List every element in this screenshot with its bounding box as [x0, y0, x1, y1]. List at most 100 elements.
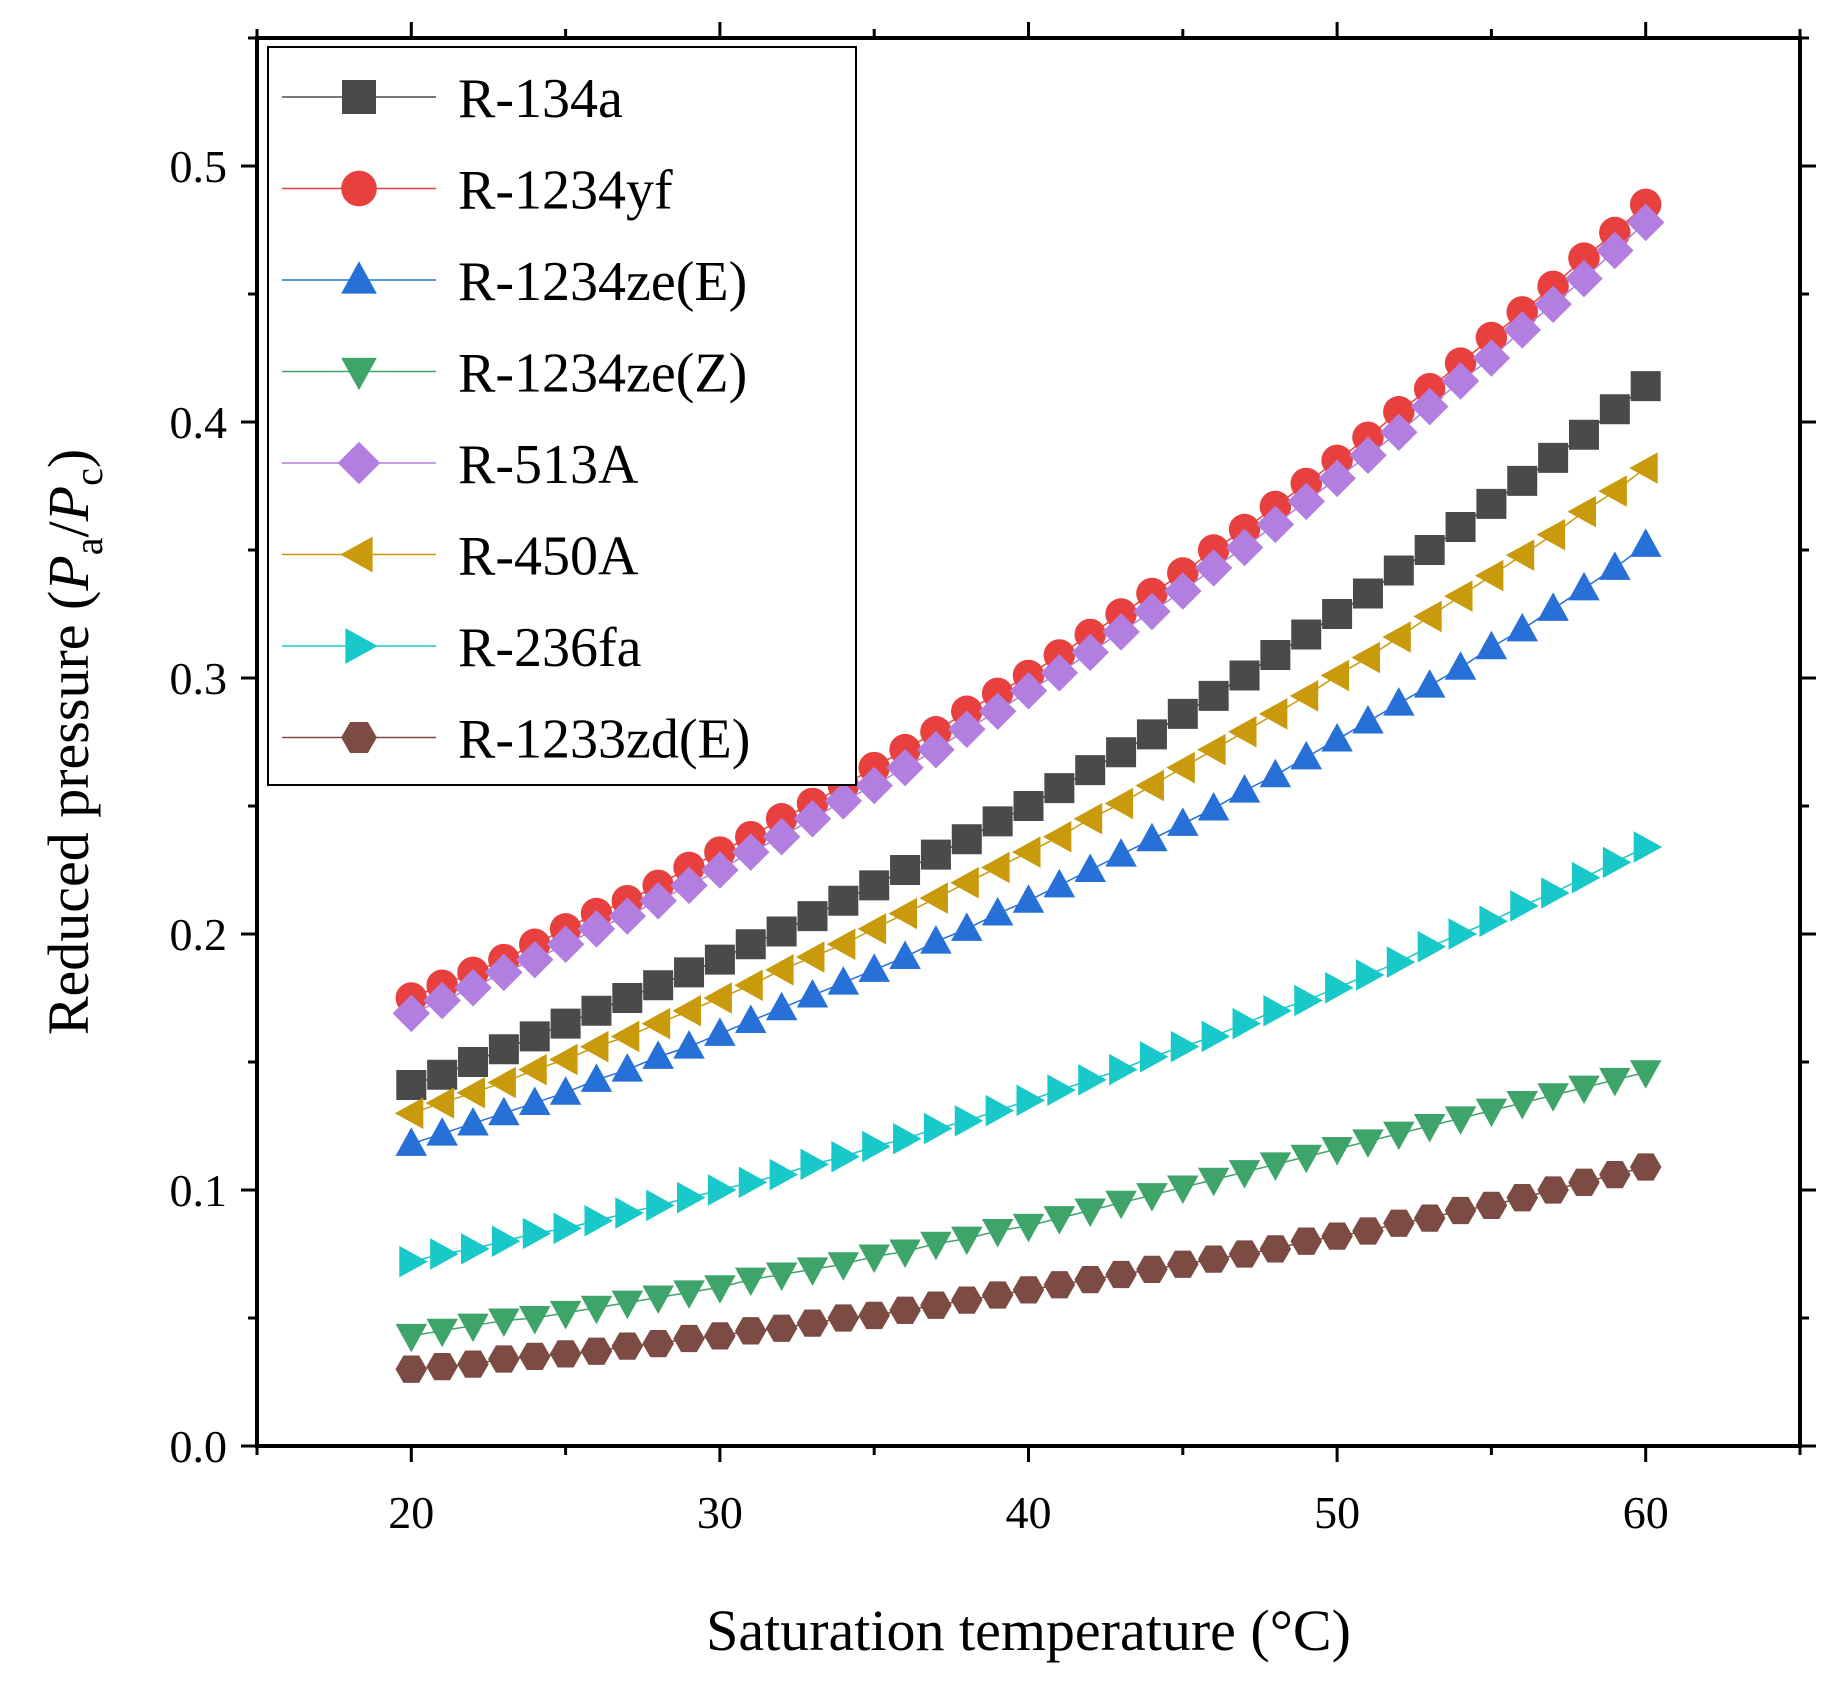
data-point	[430, 1238, 459, 1270]
data-point	[1475, 630, 1508, 660]
data-point	[1383, 687, 1415, 716]
data-point	[1596, 231, 1634, 270]
data-point	[889, 1296, 921, 1324]
data-point	[611, 1053, 644, 1082]
data-point	[580, 1337, 613, 1365]
data-point	[518, 1086, 551, 1115]
legend-label: R-1233zd(E)	[458, 709, 750, 771]
data-point	[491, 1225, 521, 1257]
legend-marker	[341, 170, 377, 207]
data-point	[584, 1204, 613, 1237]
y-tick-label: 0.0	[170, 1421, 228, 1472]
data-point	[1258, 698, 1288, 730]
y-tick-label: 0.5	[170, 141, 228, 192]
data-point	[1352, 578, 1383, 609]
y-axis-label-denominator-subscript: c	[66, 468, 111, 486]
data-point	[735, 1004, 767, 1034]
legend-entry: R-134a	[282, 68, 623, 130]
data-point	[519, 1021, 550, 1052]
data-point	[1475, 1098, 1508, 1128]
data-point	[1349, 436, 1387, 475]
data-point	[978, 692, 1017, 731]
data-point	[611, 1290, 644, 1320]
data-point	[1410, 387, 1449, 426]
x-tick-label: 40	[1006, 1487, 1052, 1538]
data-point	[610, 1020, 640, 1053]
series-R-450A	[394, 452, 1658, 1129]
data-point	[1136, 822, 1168, 852]
data-point	[1629, 528, 1662, 557]
data-point	[550, 1008, 581, 1039]
data-point	[920, 839, 951, 870]
data-point	[1105, 1190, 1137, 1220]
data-point	[766, 916, 797, 947]
data-point	[981, 851, 1010, 884]
legend-label: R-1234yf	[458, 160, 673, 222]
data-point	[1228, 1240, 1261, 1268]
data-point	[457, 1313, 489, 1343]
data-point	[677, 1181, 706, 1214]
data-point	[1263, 995, 1292, 1027]
data-point	[395, 1127, 428, 1156]
data-point	[797, 901, 828, 932]
data-point	[615, 1197, 644, 1229]
data-point	[1074, 853, 1106, 882]
data-point	[1382, 621, 1411, 653]
data-point	[862, 1130, 891, 1163]
data-point	[1259, 758, 1292, 788]
data-point	[981, 897, 1014, 926]
data-point	[518, 1342, 551, 1371]
data-point	[454, 969, 492, 1007]
data-point	[1568, 571, 1600, 601]
data-point	[704, 1275, 736, 1304]
data-point	[981, 1218, 1014, 1248]
data-point	[1325, 972, 1354, 1004]
data-point	[673, 1280, 705, 1309]
data-point	[1139, 1041, 1169, 1073]
data-point	[1537, 592, 1569, 621]
legend-marker	[337, 441, 381, 485]
data-point	[579, 1030, 609, 1063]
data-point	[1413, 1204, 1446, 1232]
data-point	[855, 766, 893, 805]
data-point	[981, 1281, 1014, 1309]
data-point	[1075, 755, 1106, 786]
data-point	[641, 1007, 671, 1040]
data-point	[1414, 535, 1445, 565]
data-point	[1071, 633, 1109, 672]
data-point	[1105, 838, 1137, 867]
legend-marker	[341, 261, 377, 294]
data-point	[890, 855, 921, 885]
data-point	[827, 1304, 860, 1332]
data-point	[704, 944, 735, 975]
data-point	[1445, 511, 1476, 542]
series-R-1234ze(E)	[395, 528, 1662, 1156]
data-point	[1444, 651, 1477, 680]
data-point	[396, 1070, 427, 1101]
data-point	[1602, 846, 1632, 879]
y-tick-label: 0.3	[170, 653, 228, 704]
data-point	[920, 925, 952, 954]
data-point	[1448, 918, 1478, 950]
data-point	[920, 1291, 952, 1319]
data-point	[1044, 773, 1075, 804]
data-point	[549, 1076, 582, 1105]
data-point	[1383, 1121, 1415, 1151]
data-point	[735, 929, 766, 960]
data-point	[859, 870, 890, 901]
data-point	[1629, 452, 1658, 484]
data-point	[1352, 705, 1384, 734]
data-point	[577, 910, 616, 948]
data-point	[1476, 488, 1507, 519]
data-point	[732, 833, 770, 871]
data-point	[1536, 518, 1566, 551]
data-point	[1135, 769, 1164, 802]
data-point	[639, 881, 677, 920]
data-point	[646, 1189, 675, 1222]
data-point	[1012, 884, 1045, 913]
data-point	[425, 1087, 455, 1119]
legend: R-134a R-1234yf R-1234ze(E) R-1234ze(Z) R-51…	[267, 46, 857, 786]
data-point	[917, 730, 955, 769]
data-point	[765, 1262, 798, 1291]
